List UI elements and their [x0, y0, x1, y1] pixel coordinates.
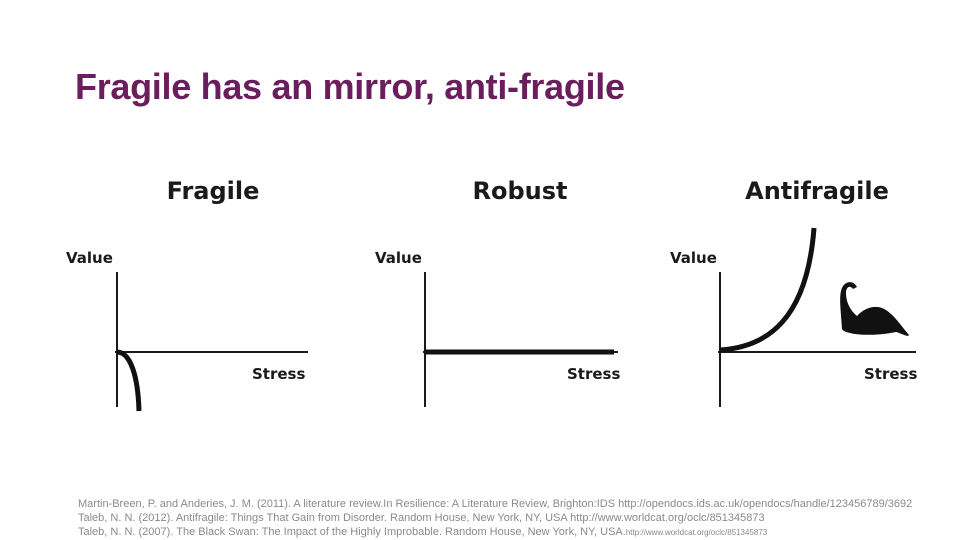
robust-graph — [423, 272, 618, 407]
robust-panel: Robust Value Stress — [370, 175, 670, 420]
antifragile-graph — [718, 227, 916, 407]
y-axis-label: Value — [670, 249, 717, 267]
x-axis-label: Stress — [567, 365, 621, 383]
reference-item: Martin-Breen, P. and Anderies, J. M. (20… — [78, 498, 913, 510]
panel-title: Robust — [472, 177, 568, 205]
fragile-panel: Fragile Value Stress — [60, 175, 360, 420]
slide-title: Fragile has an mirror, anti-fragile — [75, 66, 625, 107]
reference-item: Taleb, N. N. (2007). The Black Swan: The… — [78, 526, 768, 538]
panel-title: Antifragile — [745, 177, 889, 205]
reference-url: http://www.worldcat.org/oclc/851345873 — [625, 528, 768, 537]
antifragile-curve — [719, 227, 817, 353]
black-swan-icon — [840, 282, 909, 336]
y-axis-label: Value — [375, 249, 422, 267]
x-axis-label: Stress — [252, 365, 306, 383]
x-axis-label: Stress — [864, 365, 918, 383]
references: Martin-Breen, P. and Anderies, J. M. (20… — [78, 497, 912, 540]
fragile-curve — [116, 349, 142, 412]
y-axis-label: Value — [66, 249, 113, 267]
reference-item: Taleb, N. N. (2012). Antifragile: Things… — [78, 512, 765, 524]
antifragile-panel: Antifragile Value Stress — [667, 175, 960, 420]
fragile-graph — [115, 272, 308, 412]
panel-title: Fragile — [166, 177, 260, 205]
